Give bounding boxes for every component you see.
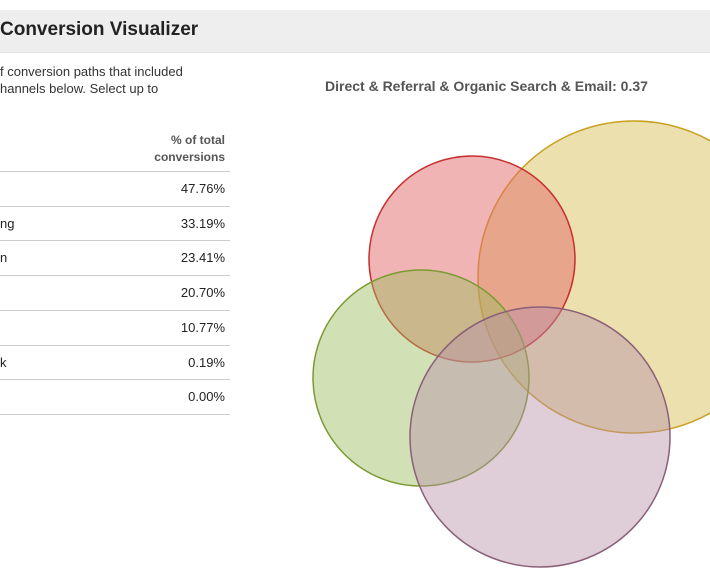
row-value: 33.19% <box>180 215 225 231</box>
table-row: ng 33.19% <box>0 205 230 241</box>
row-label: n <box>0 250 8 266</box>
row-value: 10.77% <box>180 319 225 335</box>
row-label: ng <box>0 215 15 231</box>
table-row: 47.76% <box>0 171 230 206</box>
table-row: n 23.41% <box>0 240 230 275</box>
header-bar <box>0 10 710 53</box>
row-value: 0.00% <box>188 389 225 405</box>
venn-circle <box>368 155 576 363</box>
page-title: Conversion Visualizer <box>0 19 199 40</box>
table-row: 20.70% <box>0 275 230 310</box>
table-row: k 0.19% <box>0 344 230 380</box>
column-header: % of total <box>171 133 225 147</box>
row-value: 47.76% <box>180 181 225 196</box>
table-row: 0.00% <box>0 379 230 414</box>
table-row: 10.77% <box>0 309 230 345</box>
row-value: 0.19% <box>188 354 225 370</box>
row-value: 23.41% <box>180 250 225 266</box>
column-header: conversions <box>154 150 225 164</box>
row-value: 20.70% <box>180 285 225 301</box>
intro-text: f conversion paths that included <box>0 64 183 79</box>
row-label: k <box>0 354 7 370</box>
table-end <box>0 414 230 415</box>
venn-title: Direct & Referral & Organic Search & Ema… <box>325 78 648 94</box>
venn-circle <box>409 306 671 568</box>
intro-text: hannels below. Select up to <box>0 81 159 96</box>
